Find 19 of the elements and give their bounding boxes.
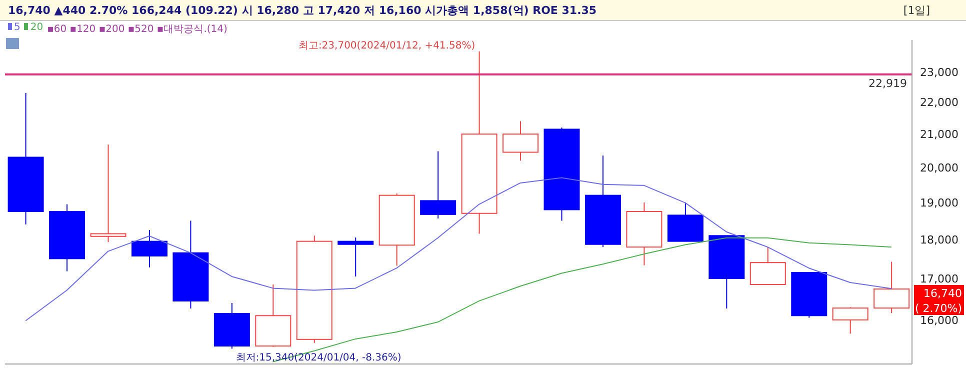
text: 16,740 (924, 287, 962, 300)
y-tick-label: 22,000 (920, 96, 958, 110)
y-tick-label: 18,000 (920, 233, 958, 246)
y-tick-label: 20,000 (920, 161, 958, 174)
y-tick-label: 19,000 (920, 196, 958, 210)
annotation: 최고:23,700(2024/01/12, +41.58%) (298, 40, 476, 52)
chart-title: 16,740 ▲440 2.70% 166,244 (109.22) 시 16,280 고 17,420 저 16,160 시가총액 1,858(억) ROE 31.35 (8, 3, 597, 18)
y-tick-label: 17,000 (920, 272, 958, 286)
candlestick (338, 237, 374, 277)
y-tick-label: 21,000 (920, 128, 958, 141)
legend-label: 20 (29, 22, 44, 35)
y-tick-label: 16,000 (920, 314, 958, 327)
legend-label: 5 (13, 22, 20, 35)
y-tick-label: 23,000 (920, 66, 958, 79)
ref-line-label: 22,919 (868, 77, 907, 90)
candlestick (90, 144, 126, 243)
chart-subtitle: ▪60 ▪120 ▪200 ▪520 ▪대박공식.(14) (47, 23, 228, 36)
text: [1일] (903, 3, 930, 18)
text: ( 2.70%) (914, 302, 962, 316)
